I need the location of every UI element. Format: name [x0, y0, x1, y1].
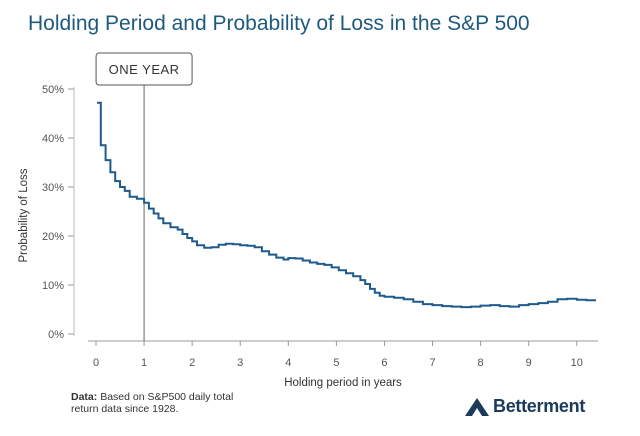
footnote: Data: Based on S&P500 daily total return… — [71, 391, 261, 415]
x-tick-label: 3 — [237, 357, 243, 369]
x-tick-label: 1 — [141, 357, 147, 369]
x-tick-label: 8 — [478, 357, 484, 369]
one-year-annotation: ONE YEAR — [95, 52, 193, 341]
one-year-label: ONE YEAR — [109, 62, 180, 77]
x-tick-label: 6 — [381, 357, 387, 369]
y-tick-label: 0% — [48, 329, 64, 341]
x-tick-label: 0 — [93, 357, 99, 369]
x-tick-label: 2 — [189, 357, 195, 369]
brand-logo: Betterment — [464, 396, 585, 417]
axis-titles: Holding period in years Probability of Lo… — [18, 168, 402, 389]
footnote-text: Based on S&P500 daily total return data … — [71, 391, 234, 415]
brand-name: Betterment — [493, 396, 586, 416]
series-group — [97, 101, 596, 309]
one-year-box — [95, 52, 193, 86]
x-tick-label: 4 — [285, 357, 291, 369]
y-axis: 0% 10% 20% 30% 40% 50% — [42, 84, 75, 341]
y-tick-label: 40% — [42, 133, 64, 145]
x-tick-label: 7 — [429, 357, 435, 369]
chart-title: Holding Period and Probability of Loss i… — [28, 12, 530, 35]
x-tick-label: 9 — [526, 357, 532, 369]
x-tick-label: 5 — [333, 357, 339, 369]
y-tick-label: 10% — [42, 280, 64, 292]
footnote-label: Data: — [71, 391, 98, 403]
x-tick-label: 10 — [571, 357, 583, 369]
series-line-probability-of-loss — [97, 101, 596, 309]
betterment-logo-icon — [465, 397, 489, 416]
y-axis-title: Probability of Loss — [18, 168, 30, 262]
x-axis-title: Holding period in years — [284, 377, 402, 389]
x-axis: 0 1 2 3 4 5 6 7 8 9 10 — [88, 340, 598, 369]
y-tick-label: 30% — [42, 182, 64, 194]
y-tick-label: 20% — [42, 231, 64, 243]
y-tick-label: 50% — [42, 84, 64, 96]
